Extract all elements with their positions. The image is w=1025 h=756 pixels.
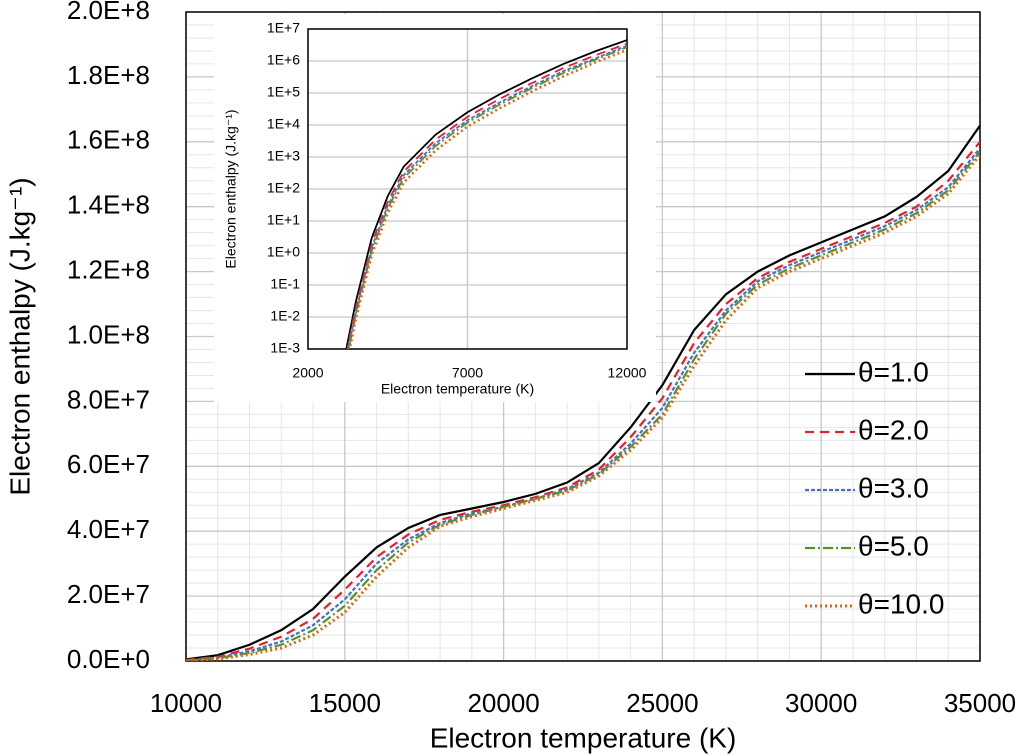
legend-label: θ=3.0 [858, 472, 929, 503]
x-tick-label: 25000 [626, 688, 698, 718]
legend-label: θ=10.0 [858, 588, 944, 619]
y-tick-label: 2.0E+7 [67, 579, 150, 609]
series-line [186, 147, 980, 661]
series-line [347, 46, 627, 349]
series-line [346, 42, 627, 349]
y-tick-label: 1E-1 [270, 276, 300, 292]
x-tick-label: 30000 [785, 688, 857, 718]
series-line [186, 124, 980, 661]
series-line [186, 141, 980, 661]
y-tick-label: 1.4E+8 [67, 190, 150, 220]
x-axis-title: Electron temperature (K) [430, 722, 737, 753]
plot-frame [307, 28, 628, 350]
legend-label: θ=5.0 [858, 530, 929, 561]
plot-frame [185, 11, 981, 662]
y-tick-label: 1E+4 [267, 116, 300, 132]
x-tick-label: 15000 [309, 688, 381, 718]
x-tick-label: 7000 [452, 365, 483, 381]
x-axis-title: Electron temperature (K) [381, 381, 534, 397]
main-chart: 10000 15000 20000 25000 30000 35000 0.0E+0 2.0E… [4, 0, 1016, 753]
y-tick-label: 2.0E+8 [67, 0, 150, 25]
legend-label: θ=1.0 [858, 356, 929, 387]
series-line [347, 44, 627, 349]
y-axis-title: Electron enthalpy (J.kg⁻¹) [223, 109, 239, 268]
series-line [345, 39, 627, 349]
y-tick-label: 1E+6 [267, 52, 300, 68]
series-line [186, 150, 980, 661]
y-tick-label: 1.2E+8 [67, 254, 150, 284]
x-tick-label: 20000 [467, 688, 539, 718]
y-tick-label: 1E+7 [267, 20, 300, 36]
y-tick-label: 8.0E+7 [67, 384, 150, 414]
y-tick-label: 1E+2 [267, 180, 300, 196]
y-tick-label: 1E+5 [267, 84, 300, 100]
y-tick-label: 1.0E+8 [67, 319, 150, 349]
y-tick-label: 1E+3 [267, 148, 300, 164]
x-tick-label: 35000 [944, 688, 1016, 718]
y-tick-label: 1E+0 [267, 244, 300, 260]
inset-chart: 2000 7000 12000 1E-3 1E-2 1E-1 1E+0 1E+1 1E+2 1E+… [223, 20, 647, 397]
y-tick-label: 1E-2 [270, 308, 300, 324]
y-tick-label: 1.6E+8 [67, 125, 150, 155]
x-tick-label: 2000 [292, 365, 323, 381]
y-tick-label: 6.0E+7 [67, 449, 150, 479]
x-tick-label: 12000 [608, 365, 647, 381]
y-axis-title: Electron enthalpy (J.kg⁻¹) [4, 177, 35, 495]
legend-label: θ=2.0 [858, 414, 929, 445]
y-tick-label: 1E+1 [267, 212, 300, 228]
y-tick-label: 0.0E+0 [67, 644, 150, 674]
x-tick-label: 10000 [150, 688, 222, 718]
y-tick-label: 4.0E+7 [67, 514, 150, 544]
y-tick-label: 1.8E+8 [67, 60, 150, 90]
inset-background [214, 14, 656, 402]
y-tick-label: 1E-3 [270, 340, 300, 356]
